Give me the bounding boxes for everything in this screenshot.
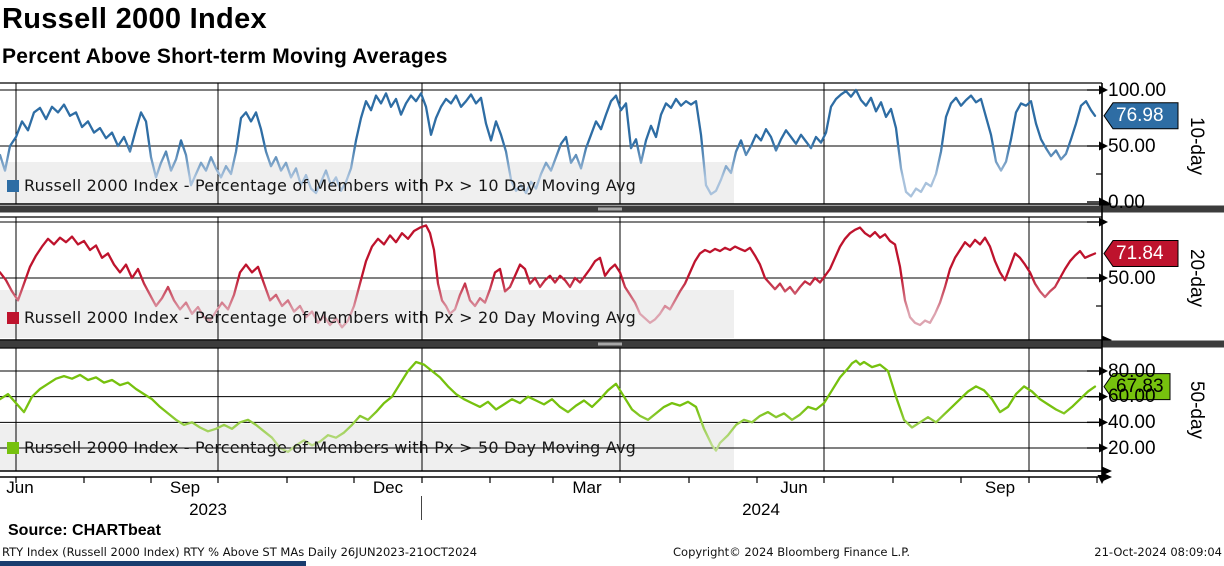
source-label: Source: CHARTbeat xyxy=(8,522,161,539)
y-tick-label: 40.00 xyxy=(1108,411,1156,433)
legend-marker-ma10 xyxy=(7,180,19,192)
y-tick-label: 20.00 xyxy=(1108,437,1156,459)
y-tick-label: 50.00 xyxy=(1108,267,1156,289)
x-month-label: Jun xyxy=(6,478,34,497)
legend-marker-ma50 xyxy=(7,442,19,454)
last-value-tag-ma50: 67.83 xyxy=(1116,376,1164,398)
x-month-label: Mar xyxy=(572,478,602,497)
last-value-tag-ma10: 76.98 xyxy=(1116,105,1164,127)
page-title: Russell 2000 Index xyxy=(2,3,267,35)
last-value-tag-ma20: 71.84 xyxy=(1116,243,1164,265)
x-month-label: Sep xyxy=(984,478,1016,497)
y-tick-label: 100.00 xyxy=(1108,79,1167,101)
x-month-label: Sep xyxy=(169,478,201,497)
x-year-label: 2024 xyxy=(742,500,780,519)
panel-side-label-ma10: 10-day xyxy=(1186,116,1207,176)
y-tick-label: 50.00 xyxy=(1108,135,1156,157)
legend-label-ma50: Russell 2000 Index - Percentage of Membe… xyxy=(24,438,637,457)
ticker-description: RTY Index (Russell 2000 Index) RTY % Abo… xyxy=(2,545,478,559)
panel-side-label-ma20: 20-day xyxy=(1186,248,1207,308)
legend-marker-ma20 xyxy=(7,312,19,324)
copyright-text: Copyright© 2024 Bloomberg Finance L.P. xyxy=(673,545,910,559)
timestamp: 21-Oct-2024 08:09:04 xyxy=(1094,545,1222,559)
legend-label-ma10: Russell 2000 Index - Percentage of Membe… xyxy=(24,176,637,195)
y-tick-label: 0.00 xyxy=(1108,191,1145,213)
panel-side-label-ma50: 50-day xyxy=(1186,380,1207,440)
legend-label-ma20: Russell 2000 Index - Percentage of Membe… xyxy=(24,308,637,327)
page-subtitle: Percent Above Short-term Moving Averages xyxy=(2,45,448,68)
x-month-label: Dec xyxy=(372,478,404,497)
y-tick-label: 80.00 xyxy=(1108,360,1156,382)
x-year-label: 2023 xyxy=(189,500,227,519)
x-month-label: Jun xyxy=(780,478,808,497)
y-tick-label: 60.00 xyxy=(1108,386,1156,408)
taskbar-edge xyxy=(0,561,306,566)
